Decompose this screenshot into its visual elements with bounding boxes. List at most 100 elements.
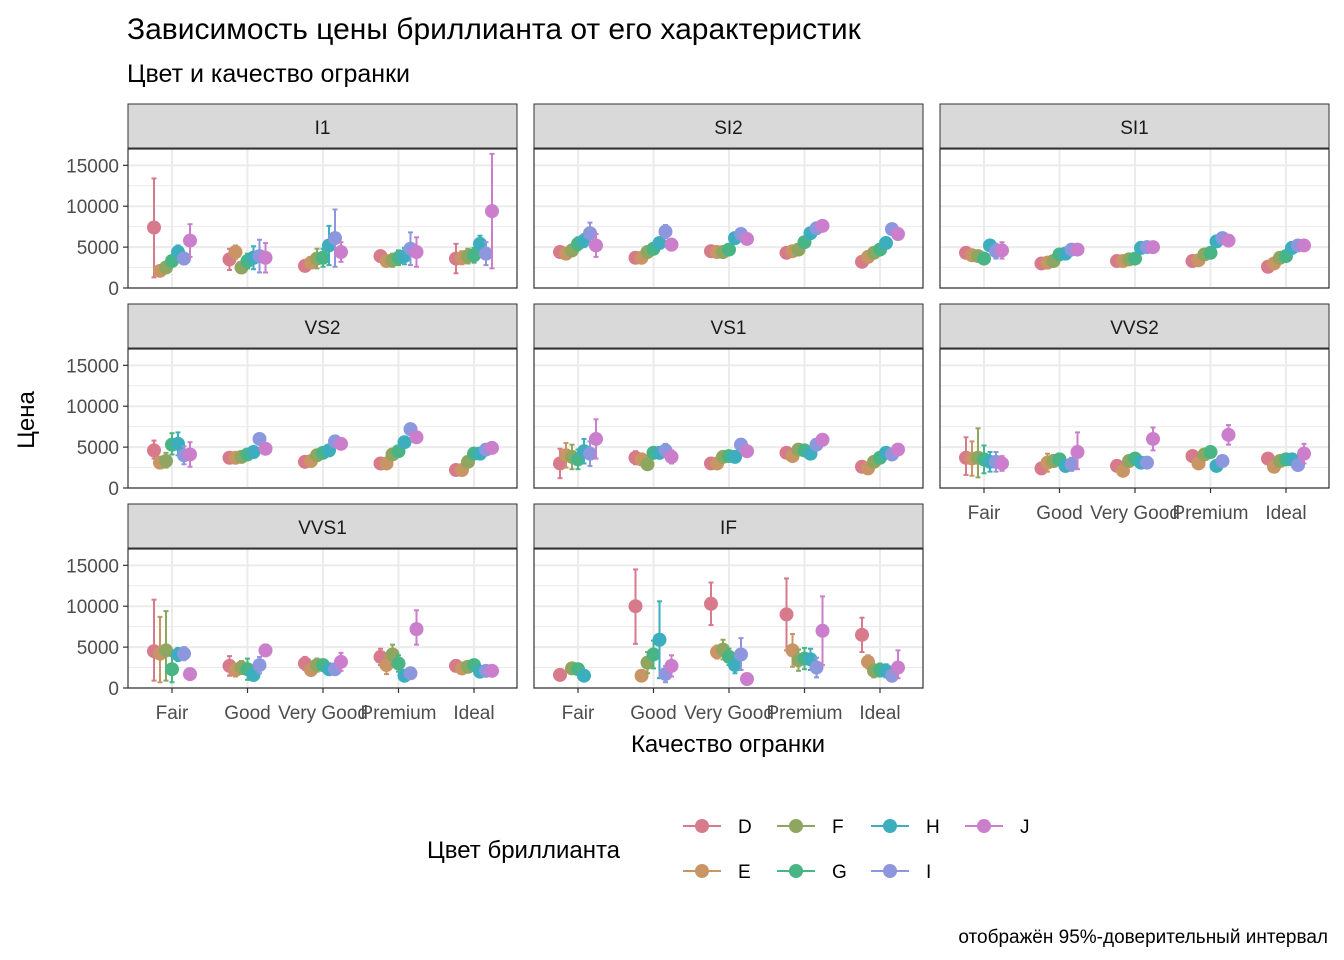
data-point xyxy=(183,667,197,682)
data-point xyxy=(553,667,567,682)
facet-label: I1 xyxy=(315,118,331,139)
panel-border xyxy=(127,148,518,289)
data-point xyxy=(815,623,830,638)
data-point xyxy=(397,435,412,450)
legend-item-i: I xyxy=(871,862,931,883)
legend-item-e: E xyxy=(683,862,751,883)
y-tick-label: 15000 xyxy=(66,356,119,377)
data-point xyxy=(334,245,348,260)
data-point xyxy=(258,250,273,265)
data-point xyxy=(977,251,991,266)
data-point xyxy=(664,237,679,252)
data-point xyxy=(258,441,273,456)
y-tick-label: 5000 xyxy=(77,438,119,459)
data-point xyxy=(652,632,667,647)
data-point xyxy=(640,457,655,472)
data-point xyxy=(855,627,869,642)
facet-label: VS2 xyxy=(305,318,341,339)
data-point xyxy=(628,599,643,614)
data-point xyxy=(589,431,603,446)
data-point xyxy=(258,643,273,658)
data-point xyxy=(409,622,424,637)
facet-strip xyxy=(939,303,1330,349)
data-point xyxy=(334,436,348,451)
data-point xyxy=(891,660,905,675)
legend-key-point xyxy=(695,819,709,833)
data-point xyxy=(658,224,673,239)
y-tick-label: 10000 xyxy=(66,197,119,218)
data-point xyxy=(583,446,597,461)
x-axis-title: Качество огранки xyxy=(631,731,825,758)
data-point xyxy=(183,233,197,248)
legend: Цвет бриллианта D E F G H I J xyxy=(427,817,1030,883)
y-tick-label: 10000 xyxy=(66,397,119,418)
data-point xyxy=(159,454,173,469)
panel-vvs1: VVS1 0 5000 10000 15000 Fair Good Very GoodPrem… xyxy=(66,503,518,724)
data-point xyxy=(228,245,243,260)
y-axis-title: Цена xyxy=(13,390,40,448)
panel-border xyxy=(939,148,1330,289)
facet-label: VS1 xyxy=(711,318,747,339)
legend-key-point xyxy=(883,819,897,833)
x-tick-label: Fair xyxy=(968,503,1001,524)
x-tick-label: Good xyxy=(1036,503,1082,524)
data-point xyxy=(1146,240,1160,255)
facet-strip xyxy=(127,303,518,349)
facet-label: VVS2 xyxy=(1110,318,1159,339)
data-point xyxy=(704,596,718,611)
legend-item-d: D xyxy=(683,817,752,838)
data-point xyxy=(391,656,406,671)
x-tick-label: Very Good xyxy=(1090,503,1180,524)
data-point xyxy=(147,220,161,235)
data-point xyxy=(728,658,742,673)
legend-label: G xyxy=(832,862,847,883)
data-point xyxy=(159,643,173,658)
y-tick-label: 5000 xyxy=(77,238,119,259)
data-point xyxy=(479,246,493,261)
legend-key-point xyxy=(789,819,803,833)
chart-subtitle: Цвет и качество огранки xyxy=(127,60,410,88)
legend-title: Цвет бриллианта xyxy=(427,837,621,864)
x-tick-label: Ideal xyxy=(1265,503,1306,524)
data-point xyxy=(1064,457,1079,472)
data-point xyxy=(995,243,1009,258)
facet-label: IF xyxy=(720,518,737,539)
y-tick-label: 0 xyxy=(108,679,119,700)
facet-strip xyxy=(939,103,1330,149)
chart-title: Зависимость цены бриллианта от его харак… xyxy=(127,13,862,46)
data-point xyxy=(1146,431,1160,446)
data-point xyxy=(583,226,597,241)
panel-i1: I1 0 5000 10000 15000 xyxy=(66,103,518,300)
data-point xyxy=(734,647,748,662)
panel-si2: SI2 xyxy=(533,103,924,289)
data-point xyxy=(891,227,905,242)
facet-strip xyxy=(127,503,518,549)
legend-label: H xyxy=(926,817,940,838)
data-point xyxy=(589,238,603,253)
y-tick-label: 15000 xyxy=(66,156,119,177)
data-point xyxy=(177,251,191,266)
facet-strip xyxy=(533,503,924,549)
data-point xyxy=(740,444,754,459)
data-point xyxy=(252,658,267,673)
data-point xyxy=(165,662,179,677)
data-point xyxy=(740,672,754,687)
legend-label: I xyxy=(926,862,931,883)
y-tick-label: 15000 xyxy=(66,556,119,577)
panel-border xyxy=(127,348,518,489)
x-tick-label: Very Good xyxy=(684,703,774,724)
x-tick-label: Fair xyxy=(156,703,189,724)
data-point xyxy=(485,440,499,455)
data-point xyxy=(646,647,661,662)
data-point xyxy=(652,236,667,251)
data-point xyxy=(379,658,394,673)
data-point xyxy=(316,250,330,265)
data-point xyxy=(740,231,754,246)
data-point xyxy=(634,668,649,683)
legend-label: F xyxy=(832,817,844,838)
panel-vs1: VS1 xyxy=(533,303,924,489)
legend-item-f: F xyxy=(777,817,844,838)
facet-label: SI1 xyxy=(1120,118,1149,139)
data-point xyxy=(779,607,794,622)
